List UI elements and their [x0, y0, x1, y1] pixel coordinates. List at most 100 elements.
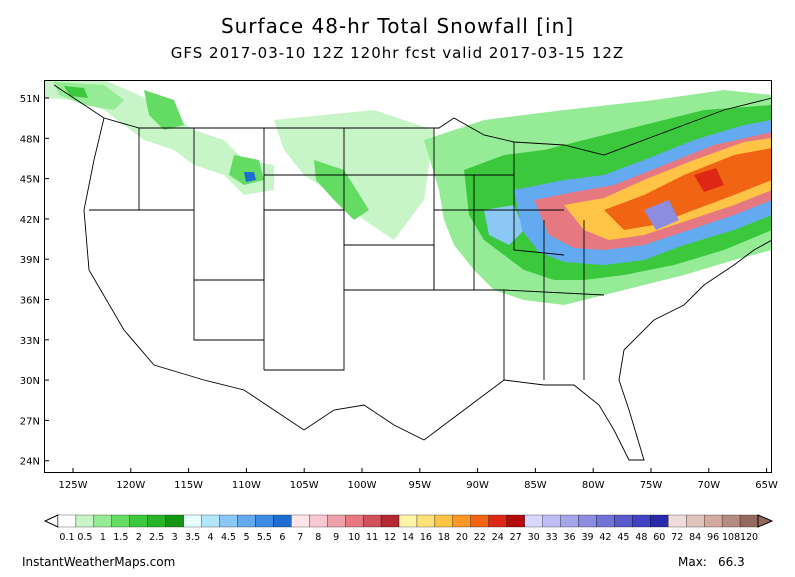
- lon-tick-label: 110W: [232, 480, 261, 491]
- colorbar-label: 3.5: [185, 532, 200, 543]
- colorbar-label: 0.1: [59, 532, 74, 543]
- colorbar-label: 22: [474, 532, 486, 543]
- colorbar-swatch: [578, 514, 597, 528]
- colorbar-label: 5: [243, 532, 249, 543]
- colorbar: 0.1 0.5 1 1.5 2 2.5 3 3.5 4 4.5 5 5.5 6 7 8 9 10 11 12 14 16…: [43, 514, 774, 543]
- colorbar-label: 9: [333, 532, 339, 543]
- colorbar-swatch: [398, 514, 418, 528]
- lon-tick-label: 90W: [466, 480, 489, 491]
- colorbar-label: 12: [384, 532, 396, 543]
- colorbar-label: 20: [456, 532, 468, 543]
- colorbar-swatch: [237, 514, 256, 528]
- colorbar-max-arrow: [757, 514, 774, 528]
- colorbar-swatch: [560, 514, 579, 528]
- colorbar-label: 24: [492, 532, 504, 543]
- colorbar-label: 96: [707, 532, 719, 543]
- colorbar-label: 39: [581, 532, 593, 543]
- colorbar-swatch: [470, 514, 489, 528]
- colorbar-label: 7: [297, 532, 303, 543]
- map-title: Surface 48-hr Total Snowfall [in]: [220, 14, 575, 38]
- colorbar-swatch: [506, 514, 525, 528]
- colorbar-swatch: [309, 514, 328, 528]
- colorbar-label: 45: [617, 532, 629, 543]
- colorbar-swatch: [614, 514, 633, 528]
- colorbar-label: 5.5: [257, 532, 272, 543]
- colorbar-label: 11: [366, 532, 378, 543]
- colorbar-label: 72: [671, 532, 683, 543]
- lon-tick-label: 115W: [174, 480, 203, 491]
- colorbar-label: 6: [279, 532, 285, 543]
- lat-tick-label: 36N: [20, 296, 40, 307]
- colorbar-swatch: [362, 514, 382, 528]
- colorbar-swatch: [416, 514, 436, 528]
- max-value: 66.3: [718, 555, 745, 569]
- colorbar-label: 27: [510, 532, 522, 543]
- lon-tick-label: 85W: [524, 480, 547, 491]
- colorbar-swatch: [596, 514, 615, 528]
- colorbar-label: 36: [563, 532, 575, 543]
- colorbar-swatch: [668, 514, 687, 528]
- colorbar-label: 120: [740, 532, 758, 543]
- lon-tick-label: 75W: [640, 480, 663, 491]
- colorbar-swatch: [345, 514, 364, 528]
- lon-tick-label: 125W: [59, 480, 88, 491]
- lat-tick-label: 42N: [20, 215, 40, 226]
- colorbar-label: 0.5: [77, 532, 92, 543]
- colorbar-swatch: [632, 514, 651, 528]
- lon-tick-label: 100W: [348, 480, 377, 491]
- colorbar-swatch: [219, 514, 238, 528]
- colorbar-label: 16: [420, 532, 432, 543]
- colorbar-label: 42: [599, 532, 611, 543]
- colorbar-swatch: [524, 514, 543, 528]
- snowfall-map: [44, 80, 772, 473]
- lat-tick-label: 33N: [20, 336, 40, 347]
- colorbar-swatch: [111, 514, 130, 528]
- colorbar-label: 60: [653, 532, 665, 543]
- colorbar-swatch: [327, 514, 346, 528]
- colorbar-swatch: [165, 514, 184, 528]
- colorbar-label: 14: [402, 532, 414, 543]
- snow-shading-west: [44, 80, 274, 195]
- colorbar-swatch: [147, 514, 166, 528]
- colorbar-swatch: [273, 514, 292, 528]
- colorbar-swatch: [721, 514, 741, 528]
- lon-tick-label: 70W: [697, 480, 720, 491]
- lat-tick-label: 39N: [20, 255, 40, 266]
- colorbar-swatch: [255, 514, 274, 528]
- lat-tick-label: 30N: [20, 376, 40, 387]
- lat-tick-label: 45N: [20, 175, 40, 186]
- colorbar-swatch: [183, 514, 202, 528]
- colorbar-min-arrow: [43, 514, 59, 528]
- colorbar-label: 3: [172, 532, 178, 543]
- colorbar-swatch: [129, 514, 148, 528]
- snow-shading-east: [424, 90, 772, 305]
- map-subtitle: GFS 2017-03-10 12Z 120hr fcst valid 2017…: [170, 44, 625, 62]
- lon-tick-label: 80W: [582, 480, 605, 491]
- colorbar-label: 33: [546, 532, 558, 543]
- map-boundaries: [53, 84, 772, 461]
- colorbar-label: 8: [315, 532, 321, 543]
- colorbar-swatch: [291, 514, 310, 528]
- colorbar-swatch: [93, 514, 112, 528]
- lon-tick-label: 120W: [116, 480, 145, 491]
- lat-tick-label: 24N: [20, 457, 40, 468]
- colorbar-swatch: [201, 514, 220, 528]
- lat-tick-label: 48N: [20, 134, 40, 145]
- colorbar-swatch: [57, 514, 77, 528]
- colorbar-label: 4: [208, 532, 214, 543]
- lat-tick-label: 27N: [20, 416, 40, 427]
- colorbar-label: 1: [100, 532, 106, 543]
- colorbar-label: 18: [438, 532, 450, 543]
- lon-tick-label: 105W: [290, 480, 319, 491]
- colorbar-swatch: [452, 514, 471, 528]
- colorbar-swatch: [650, 514, 669, 528]
- lon-tick-label: 95W: [408, 480, 431, 491]
- colorbar-label: 4.5: [221, 532, 236, 543]
- colorbar-label: 10: [348, 532, 360, 543]
- lat-tick-label: 51N: [20, 94, 40, 105]
- colorbar-swatch: [380, 514, 400, 528]
- lon-tick-label: 65W: [755, 480, 778, 491]
- colorbar-swatch: [739, 514, 759, 528]
- colorbar-swatch: [434, 514, 454, 528]
- colorbar-label: 1.5: [113, 532, 128, 543]
